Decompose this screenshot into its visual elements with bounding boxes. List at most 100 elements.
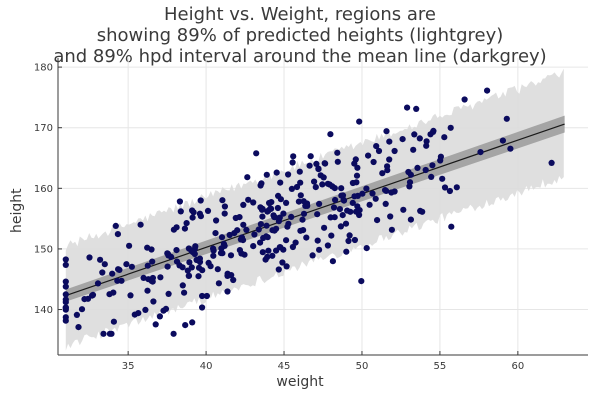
data-point xyxy=(334,158,341,165)
data-point xyxy=(330,204,338,211)
data-point xyxy=(453,184,460,191)
data-point xyxy=(257,182,264,189)
data-point xyxy=(358,278,365,285)
data-point xyxy=(328,232,335,239)
data-point xyxy=(273,169,280,176)
title-line-2: showing 89% of predicted heights (lightg… xyxy=(96,25,504,46)
data-point xyxy=(327,214,334,221)
data-point xyxy=(210,245,217,252)
data-point xyxy=(423,138,430,145)
data-point xyxy=(73,311,80,318)
data-point xyxy=(250,199,257,206)
data-point xyxy=(499,137,506,144)
data-point xyxy=(369,190,376,197)
data-point xyxy=(484,87,491,94)
data-point xyxy=(128,263,135,270)
data-point xyxy=(244,174,251,181)
data-point xyxy=(75,324,82,331)
data-point xyxy=(366,201,373,208)
data-point xyxy=(275,266,282,273)
data-point xyxy=(285,171,292,178)
data-point xyxy=(344,207,351,214)
y-tick-label: 180 xyxy=(34,63,53,74)
data-point xyxy=(266,199,273,207)
data-point xyxy=(189,214,196,221)
data-point xyxy=(336,206,343,213)
data-point xyxy=(89,291,97,298)
data-point xyxy=(195,273,202,280)
x-axis-label: weight xyxy=(276,374,324,390)
data-point xyxy=(188,247,195,254)
data-point xyxy=(447,124,454,131)
data-point xyxy=(309,252,316,259)
data-point xyxy=(259,213,266,220)
data-point xyxy=(295,198,302,205)
data-point xyxy=(236,247,243,254)
data-point xyxy=(224,272,231,279)
data-point xyxy=(277,179,284,186)
data-point xyxy=(160,307,167,314)
data-point xyxy=(280,210,287,217)
data-point xyxy=(411,131,418,138)
data-point xyxy=(123,261,130,268)
data-point xyxy=(441,134,448,141)
data-point xyxy=(297,192,304,199)
scatter-points xyxy=(62,87,555,337)
data-point xyxy=(351,160,358,167)
data-point xyxy=(288,213,295,220)
y-tick-label: 150 xyxy=(34,244,53,255)
y-axis-label: height xyxy=(9,188,25,233)
data-point xyxy=(199,292,206,300)
title-line-3: and 89% hpd interval around the mean lin… xyxy=(53,46,547,67)
data-point xyxy=(284,223,291,230)
data-point xyxy=(334,149,341,156)
x-tick-label: 50 xyxy=(356,361,369,372)
data-point xyxy=(337,223,344,230)
data-point xyxy=(297,179,304,186)
data-point xyxy=(283,199,290,206)
data-point xyxy=(210,252,217,259)
mean-line xyxy=(65,123,565,297)
data-point xyxy=(78,306,86,313)
data-point xyxy=(227,252,235,259)
data-point xyxy=(226,231,233,239)
data-point xyxy=(307,153,314,160)
data-point xyxy=(370,158,377,166)
data-point xyxy=(293,183,301,191)
data-point xyxy=(264,234,271,241)
data-point xyxy=(112,222,119,229)
data-point xyxy=(388,226,395,233)
data-point xyxy=(289,243,296,251)
data-point xyxy=(255,226,262,233)
data-point xyxy=(342,220,350,227)
data-point xyxy=(384,163,391,170)
data-point xyxy=(149,258,156,265)
data-point xyxy=(289,159,296,166)
data-point xyxy=(144,244,151,251)
data-point xyxy=(176,198,183,205)
data-point xyxy=(181,289,188,296)
data-point xyxy=(199,267,206,274)
data-point xyxy=(144,287,151,294)
data-point xyxy=(461,96,468,103)
x-tick-label: 45 xyxy=(278,361,291,372)
data-point xyxy=(165,290,172,297)
data-point xyxy=(114,231,121,238)
data-point xyxy=(156,313,163,320)
data-point xyxy=(214,266,221,273)
data-point xyxy=(240,221,247,228)
data-point xyxy=(110,289,117,296)
data-point xyxy=(203,292,210,300)
data-point xyxy=(353,172,361,179)
data-point xyxy=(188,264,195,271)
data-point xyxy=(109,270,116,277)
data-point xyxy=(62,299,69,306)
x-tick-label: 40 xyxy=(200,361,213,372)
data-point xyxy=(221,210,228,217)
data-point xyxy=(179,264,186,271)
data-point xyxy=(243,226,250,233)
data-point xyxy=(351,236,358,244)
data-point xyxy=(230,276,237,284)
data-point xyxy=(140,274,147,281)
